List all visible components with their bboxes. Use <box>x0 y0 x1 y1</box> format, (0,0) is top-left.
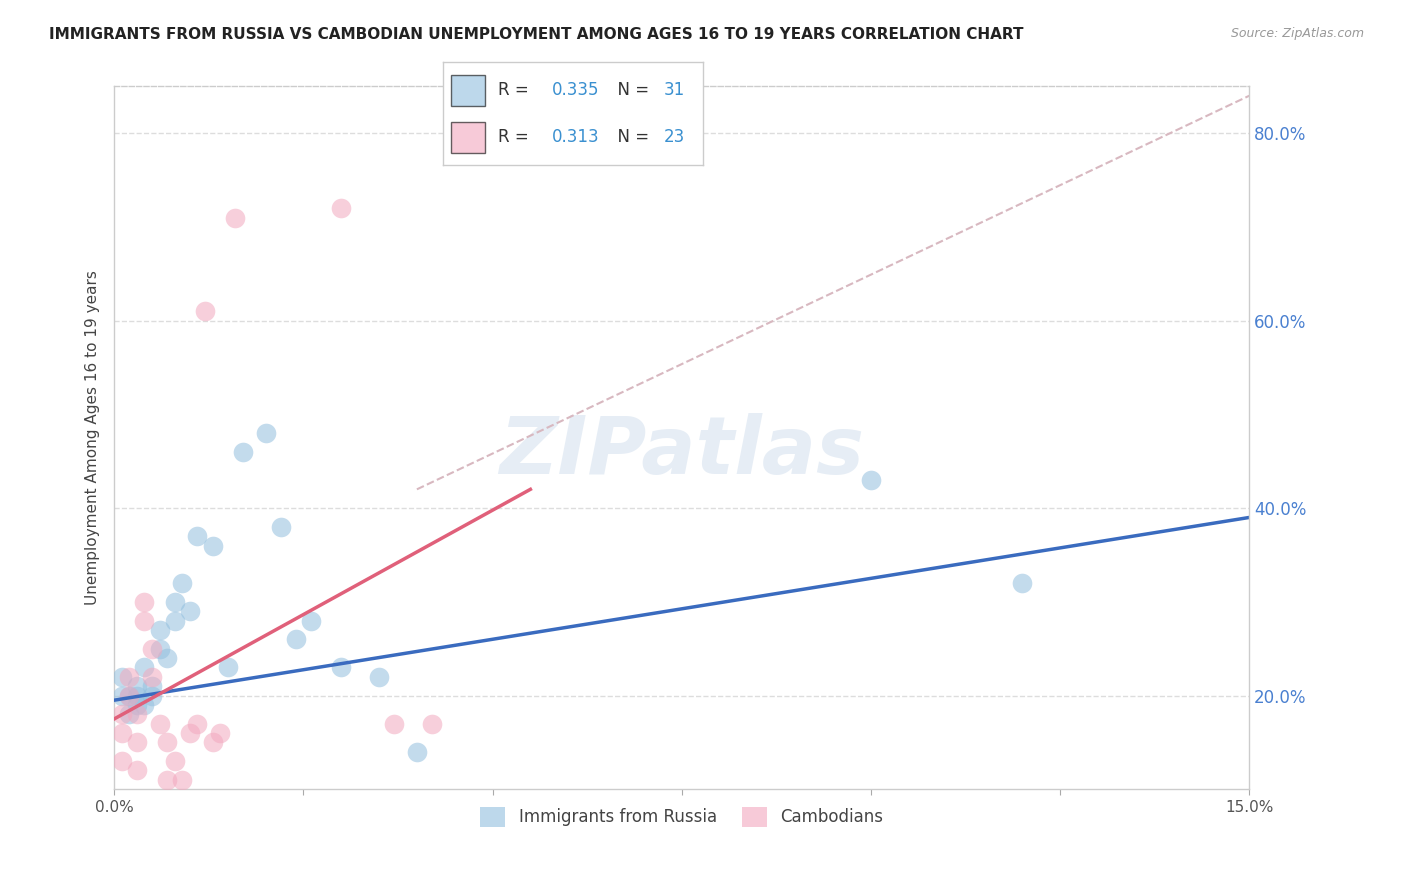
Point <box>141 689 163 703</box>
Point <box>156 651 179 665</box>
Text: IMMIGRANTS FROM RUSSIA VS CAMBODIAN UNEMPLOYMENT AMONG AGES 16 TO 19 YEARS CORRE: IMMIGRANTS FROM RUSSIA VS CAMBODIAN UNEM… <box>49 27 1024 42</box>
Point <box>125 698 148 712</box>
Point <box>172 576 194 591</box>
Text: ZIPatlas: ZIPatlas <box>499 413 865 491</box>
Point <box>179 604 201 618</box>
Point <box>420 716 443 731</box>
Point <box>125 707 148 722</box>
Point <box>149 623 172 637</box>
Point <box>134 698 156 712</box>
Text: R =: R = <box>498 81 533 99</box>
Point <box>111 754 134 768</box>
Point <box>111 689 134 703</box>
Point <box>1011 576 1033 591</box>
Point <box>209 726 232 740</box>
Point <box>232 445 254 459</box>
Point <box>163 595 186 609</box>
Text: 23: 23 <box>664 128 685 146</box>
Point <box>299 614 322 628</box>
Point <box>186 529 208 543</box>
FancyBboxPatch shape <box>451 122 485 153</box>
Legend: Immigrants from Russia, Cambodians: Immigrants from Russia, Cambodians <box>474 800 890 834</box>
Text: Source: ZipAtlas.com: Source: ZipAtlas.com <box>1230 27 1364 40</box>
Point <box>201 735 224 749</box>
Point <box>111 726 134 740</box>
Point <box>134 660 156 674</box>
FancyBboxPatch shape <box>451 75 485 105</box>
Point <box>141 679 163 693</box>
Point <box>125 764 148 778</box>
Point <box>149 641 172 656</box>
Point <box>118 689 141 703</box>
Point <box>194 304 217 318</box>
Point <box>254 426 277 441</box>
Point <box>156 772 179 787</box>
Point <box>134 595 156 609</box>
Point <box>179 726 201 740</box>
Point <box>125 689 148 703</box>
Point <box>406 745 429 759</box>
Point <box>368 670 391 684</box>
Point <box>201 539 224 553</box>
Point <box>118 689 141 703</box>
Point <box>111 670 134 684</box>
Point <box>330 660 353 674</box>
Point <box>172 772 194 787</box>
Point <box>125 735 148 749</box>
Point <box>118 707 141 722</box>
Point <box>270 520 292 534</box>
Point <box>141 641 163 656</box>
Y-axis label: Unemployment Among Ages 16 to 19 years: Unemployment Among Ages 16 to 19 years <box>86 270 100 606</box>
Point <box>141 670 163 684</box>
Text: 0.313: 0.313 <box>553 128 600 146</box>
Point <box>111 707 134 722</box>
Point <box>224 211 246 225</box>
Text: R =: R = <box>498 128 533 146</box>
Point <box>330 201 353 215</box>
Point <box>149 716 172 731</box>
Point <box>163 614 186 628</box>
Point <box>382 716 405 731</box>
Text: 31: 31 <box>664 81 685 99</box>
Point <box>186 716 208 731</box>
Point <box>163 754 186 768</box>
Point <box>156 735 179 749</box>
Text: N =: N = <box>607 81 654 99</box>
Text: 0.335: 0.335 <box>553 81 599 99</box>
Point <box>118 670 141 684</box>
Point <box>134 614 156 628</box>
Text: N =: N = <box>607 128 654 146</box>
Point <box>125 679 148 693</box>
Point <box>284 632 307 647</box>
Point <box>217 660 239 674</box>
Point <box>859 473 882 487</box>
